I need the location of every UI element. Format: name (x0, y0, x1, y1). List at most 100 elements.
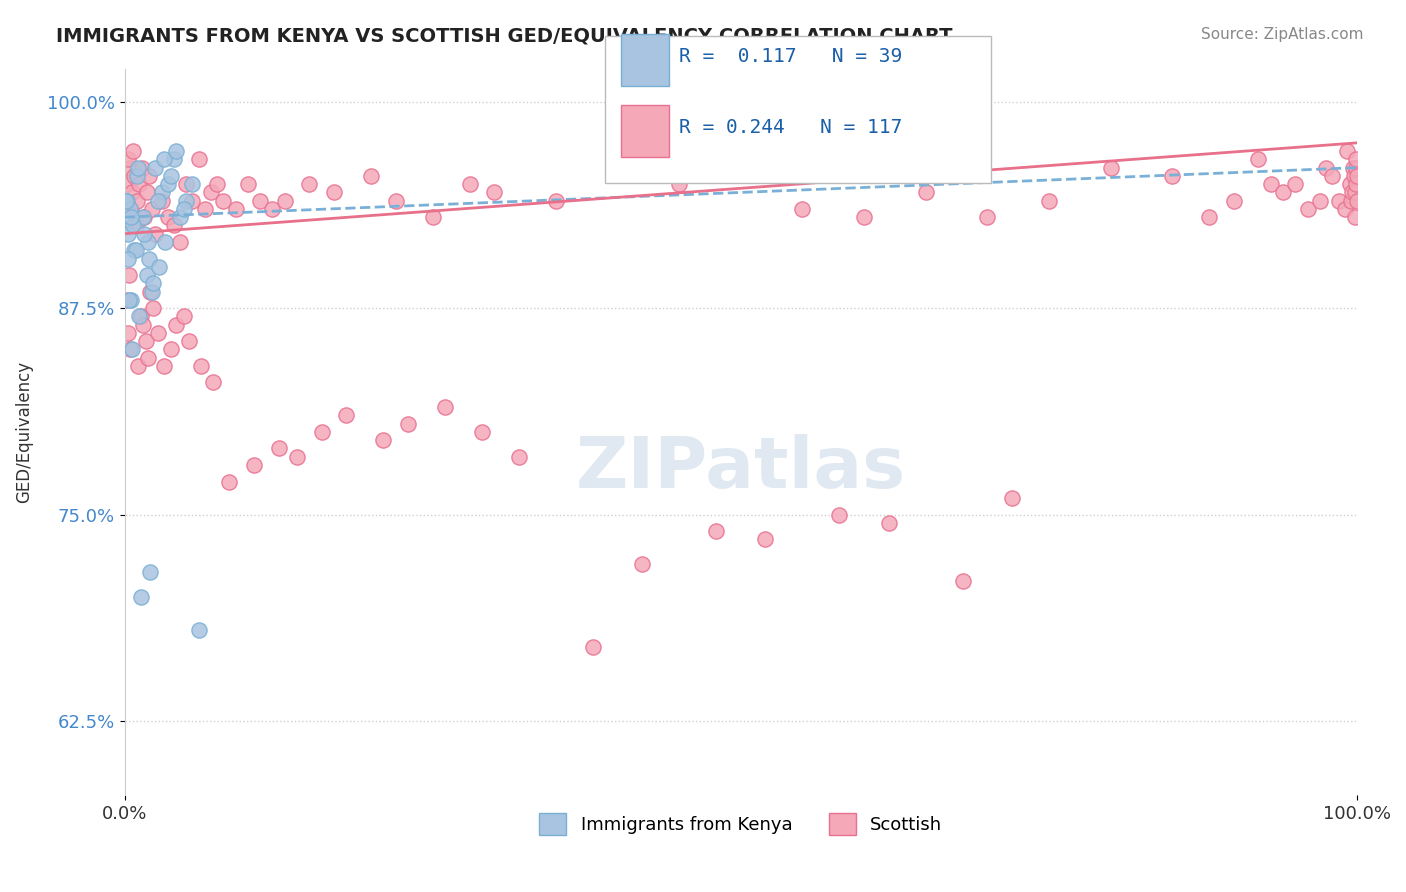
Point (131, 161, 153, 175)
Point (471, 425, 494, 439)
Point (311, 425, 333, 439)
Point (115, 194, 138, 208)
Point (1198, 210, 1220, 224)
Point (125, 169, 148, 183)
Point (150, 194, 173, 208)
Point (335, 409, 357, 423)
Point (124, 169, 146, 183)
Point (169, 235, 191, 249)
Text: ZIPatlas: ZIPatlas (575, 434, 905, 503)
Point (1340, 194, 1362, 208)
Point (122, 144, 145, 158)
Point (174, 194, 197, 208)
Point (1341, 186, 1364, 200)
Legend: Immigrants from Kenya, Scottish: Immigrants from Kenya, Scottish (530, 805, 952, 845)
Point (187, 624, 209, 638)
Point (274, 194, 297, 208)
Point (163, 153, 186, 167)
Point (458, 177, 481, 191)
Y-axis label: GED/Equivalency: GED/Equivalency (15, 361, 32, 503)
Text: Source: ZipAtlas.com: Source: ZipAtlas.com (1201, 27, 1364, 42)
Text: R =  0.117   N = 39: R = 0.117 N = 39 (679, 46, 903, 66)
Point (1038, 194, 1060, 208)
Point (1344, 177, 1367, 191)
Point (976, 210, 998, 224)
Point (1339, 177, 1361, 191)
Point (1247, 153, 1270, 167)
Point (262, 202, 284, 216)
Point (202, 376, 225, 390)
Point (754, 533, 776, 547)
Point (163, 219, 186, 233)
Point (1343, 186, 1365, 200)
Point (225, 202, 247, 216)
Point (298, 177, 321, 191)
Point (190, 359, 212, 373)
Point (118, 268, 141, 282)
Point (360, 169, 382, 183)
Point (704, 524, 727, 538)
Point (285, 450, 308, 464)
Point (125, 194, 148, 208)
Point (122, 219, 145, 233)
Point (181, 194, 204, 208)
Point (120, 293, 142, 307)
Point (120, 343, 142, 357)
Point (139, 285, 162, 299)
Point (243, 458, 266, 472)
Point (914, 186, 936, 200)
Point (606, 153, 628, 167)
Point (121, 186, 143, 200)
Point (156, 177, 179, 191)
Point (115, 293, 138, 307)
Point (877, 516, 900, 530)
Point (136, 351, 159, 365)
Point (129, 310, 152, 324)
Point (153, 153, 176, 167)
Point (828, 508, 851, 522)
Point (125, 219, 148, 233)
Point (1322, 169, 1344, 183)
Point (146, 326, 169, 340)
Point (169, 210, 191, 224)
Point (136, 235, 159, 249)
Point (127, 359, 149, 373)
Point (165, 144, 187, 158)
Point (135, 186, 157, 200)
Point (1001, 491, 1024, 505)
Point (165, 318, 187, 332)
Point (422, 210, 444, 224)
Point (146, 194, 169, 208)
Text: R = 0.244   N = 117: R = 0.244 N = 117 (679, 118, 903, 137)
Point (128, 310, 150, 324)
Point (1346, 169, 1368, 183)
Point (129, 590, 152, 604)
Point (134, 210, 156, 224)
Point (120, 210, 142, 224)
Point (121, 343, 143, 357)
Point (508, 450, 530, 464)
Point (135, 334, 157, 348)
Point (117, 326, 139, 340)
Point (853, 210, 876, 224)
Point (631, 557, 654, 571)
Point (132, 210, 155, 224)
Point (1333, 202, 1355, 216)
Point (484, 186, 506, 200)
Point (115, 177, 138, 191)
Point (181, 177, 204, 191)
Point (128, 177, 150, 191)
Point (249, 194, 271, 208)
Point (1296, 202, 1319, 216)
Point (117, 153, 139, 167)
Point (160, 343, 183, 357)
Point (1284, 177, 1306, 191)
Point (434, 400, 457, 414)
Point (792, 202, 814, 216)
Point (150, 186, 173, 200)
Point (115, 194, 138, 208)
Point (1272, 186, 1295, 200)
Point (200, 186, 222, 200)
Point (730, 161, 752, 175)
Point (139, 566, 162, 580)
